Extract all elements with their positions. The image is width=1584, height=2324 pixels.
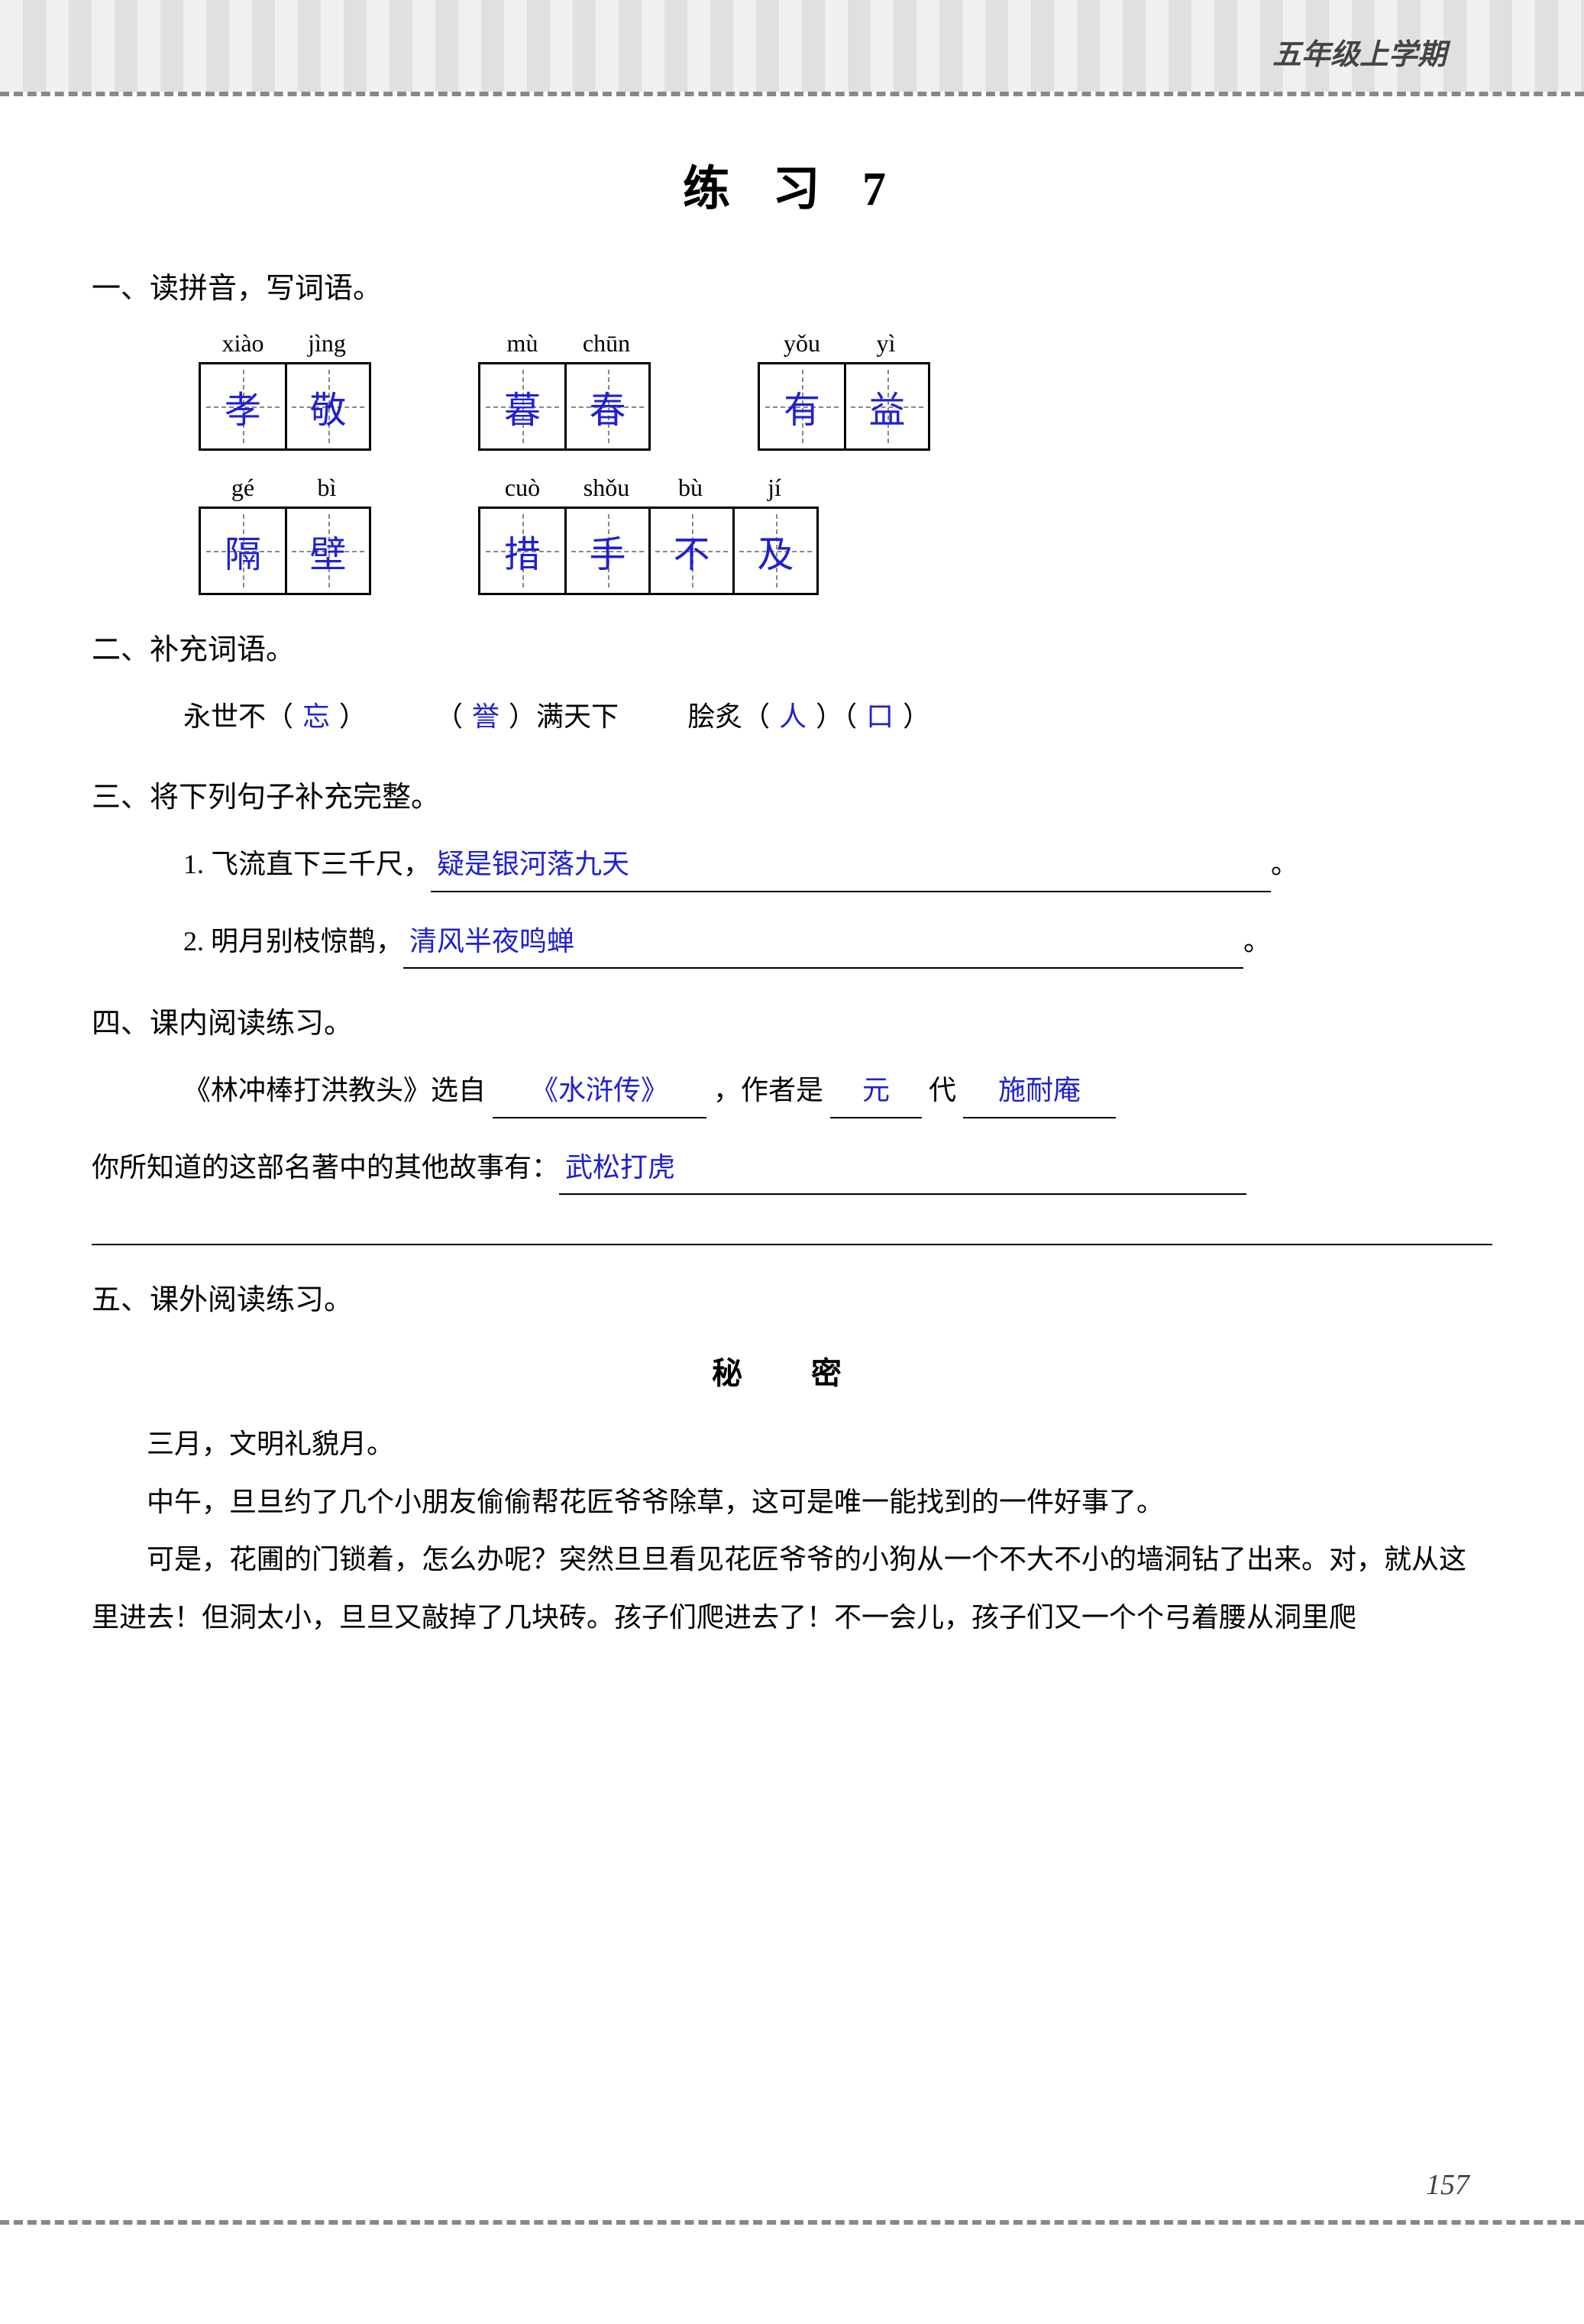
reading-fill: 《林冲棒打洪教头》选自 《水浒传》 ，作者是 元 代 施耐庵 <box>183 1064 1492 1118</box>
char-box[interactable]: 孝 <box>201 364 285 448</box>
pinyin: yì <box>844 329 928 358</box>
pinyin: chūn <box>564 329 648 358</box>
pinyin: mù <box>480 329 564 358</box>
text: 永世不（ <box>183 701 293 732</box>
pinyin-row-2: gé bì 隔 壁 cuò shǒu bù jí 措 手 不 及 <box>199 474 1492 595</box>
bottom-divider <box>0 2220 1584 2225</box>
section3-title: 三、将下列句子补充完整。 <box>92 773 1492 815</box>
pinyin: jí <box>732 474 816 502</box>
blank-line[interactable] <box>92 1218 1492 1245</box>
pinyin: jìng <box>285 329 369 358</box>
pinyin: yǒu <box>760 329 844 358</box>
char-boxes: 隔 壁 <box>199 507 371 595</box>
answer-blank[interactable]: 武松打虎 <box>559 1141 1246 1195</box>
char-box[interactable]: 有 <box>760 364 844 448</box>
pinyin: xiào <box>201 329 285 358</box>
answer[interactable]: 誉 <box>463 691 509 743</box>
answer-char: 孝 <box>225 380 261 433</box>
answer-blank[interactable]: 施耐庵 <box>963 1064 1116 1118</box>
char-box[interactable]: 手 <box>564 509 648 593</box>
char-box[interactable]: 措 <box>480 509 564 593</box>
answer-blank[interactable]: 清风半夜鸣蝉 <box>403 915 1243 969</box>
answer-char: 有 <box>784 380 820 433</box>
text: 《林冲棒打洪教头》选自 <box>183 1075 486 1105</box>
text: ）（ <box>816 701 857 732</box>
page-title: 练 习 7 <box>92 150 1492 218</box>
pinyin-group: yǒu yì 有 益 <box>758 329 930 451</box>
answer-char: 不 <box>673 524 710 578</box>
text: ，作者是 <box>713 1075 823 1105</box>
pinyin-group: xiào jìng 孝 敬 <box>199 329 371 451</box>
pinyin-group: cuò shǒu bù jí 措 手 不 及 <box>478 474 819 595</box>
pinyin: gé <box>201 474 285 502</box>
text: ） <box>339 701 367 732</box>
answer-blank[interactable]: 元 <box>830 1064 922 1118</box>
char-box[interactable]: 壁 <box>285 509 369 593</box>
pinyin-labels: cuò shǒu bù jí <box>480 474 816 502</box>
section2-title: 二、补充词语。 <box>92 626 1492 668</box>
answer-blank[interactable]: 《水浒传》 <box>493 1064 706 1118</box>
char-box[interactable]: 敬 <box>285 364 369 448</box>
fill-word-line: 永世不（忘） （誉）满天下 脍炙（人）（口） <box>183 691 1492 743</box>
top-banner: 五年级上学期 <box>0 0 1584 92</box>
divider <box>0 92 1584 96</box>
paragraph: 可是，花圃的门锁着，怎么办呢？突然旦旦看见花匠爷爷的小狗从一个不大不小的墙洞钻了… <box>92 1531 1492 1646</box>
text: ） <box>903 701 930 732</box>
reading-fill-2: 你所知道的这部名著中的其他故事有：武松打虎 <box>92 1141 1492 1195</box>
section4-title: 四、课内阅读练习。 <box>92 999 1492 1041</box>
text: 2. 明月别枝惊鹊， <box>183 926 403 956</box>
page-number: 157 <box>1426 2168 1469 2202</box>
pinyin-labels: gé bì <box>201 474 369 502</box>
char-box[interactable]: 春 <box>564 364 648 448</box>
text: 1. 飞流直下三千尺， <box>183 849 431 879</box>
char-boxes: 有 益 <box>758 362 930 451</box>
paragraph: 三月，文明礼貌月。 <box>92 1416 1492 1474</box>
pinyin-group: mù chūn 暮 春 <box>478 329 651 451</box>
text: ）满天下 <box>509 701 619 732</box>
char-boxes: 措 手 不 及 <box>478 507 819 595</box>
answer-blank[interactable]: 疑是银河落九天 <box>431 838 1271 892</box>
grade-label: 五年级上学期 <box>1272 31 1447 73</box>
pinyin: bì <box>285 474 369 502</box>
sentence-2: 2. 明月别枝惊鹊，清风半夜鸣蝉。 <box>183 915 1492 969</box>
worksheet-page: 五年级上学期 练 习 7 一、读拼音，写词语。 xiào jìng 孝 敬 mù… <box>0 0 1584 2324</box>
char-box[interactable]: 暮 <box>480 364 564 448</box>
story-title: 秘 密 <box>92 1348 1492 1393</box>
answer[interactable]: 人 <box>770 691 816 743</box>
pinyin-group: gé bì 隔 壁 <box>199 474 371 595</box>
answer-char: 春 <box>589 380 626 433</box>
pinyin-labels: yǒu yì <box>760 329 928 358</box>
char-box[interactable]: 不 <box>648 509 732 593</box>
pinyin: bù <box>648 474 732 502</box>
pinyin-row-1: xiào jìng 孝 敬 mù chūn 暮 春 yǒu yì <box>199 329 1492 451</box>
char-box[interactable]: 隔 <box>201 509 285 593</box>
answer-char: 措 <box>504 524 541 578</box>
pinyin-labels: mù chūn <box>480 329 648 358</box>
text: （ <box>435 701 463 732</box>
answer-char: 隔 <box>225 524 261 578</box>
char-box[interactable]: 益 <box>844 364 928 448</box>
text: 代 <box>929 1075 956 1105</box>
answer-char: 手 <box>589 524 626 578</box>
answer-char: 壁 <box>309 524 346 578</box>
answer[interactable]: 忘 <box>293 691 339 743</box>
answer-char: 及 <box>757 524 794 578</box>
pinyin: shǒu <box>564 474 648 502</box>
text: 脍炙（ <box>687 701 770 732</box>
answer-char: 敬 <box>309 380 346 433</box>
sentence-1: 1. 飞流直下三千尺，疑是银河落九天。 <box>183 838 1492 892</box>
pinyin-labels: xiào jìng <box>201 329 369 358</box>
pinyin: cuò <box>480 474 564 502</box>
char-boxes: 孝 敬 <box>199 362 371 451</box>
text: 你所知道的这部名著中的其他故事有： <box>92 1152 559 1183</box>
answer-char: 益 <box>868 380 905 433</box>
char-boxes: 暮 春 <box>478 362 651 451</box>
answer[interactable]: 口 <box>857 691 903 743</box>
char-box[interactable]: 及 <box>732 509 816 593</box>
section1-title: 一、读拼音，写词语。 <box>92 264 1492 306</box>
answer-char: 暮 <box>504 380 541 433</box>
paragraph: 中午，旦旦约了几个小朋友偷偷帮花匠爷爷除草，这可是唯一能找到的一件好事了。 <box>92 1474 1492 1532</box>
section5-title: 五、课外阅读练习。 <box>92 1276 1492 1318</box>
